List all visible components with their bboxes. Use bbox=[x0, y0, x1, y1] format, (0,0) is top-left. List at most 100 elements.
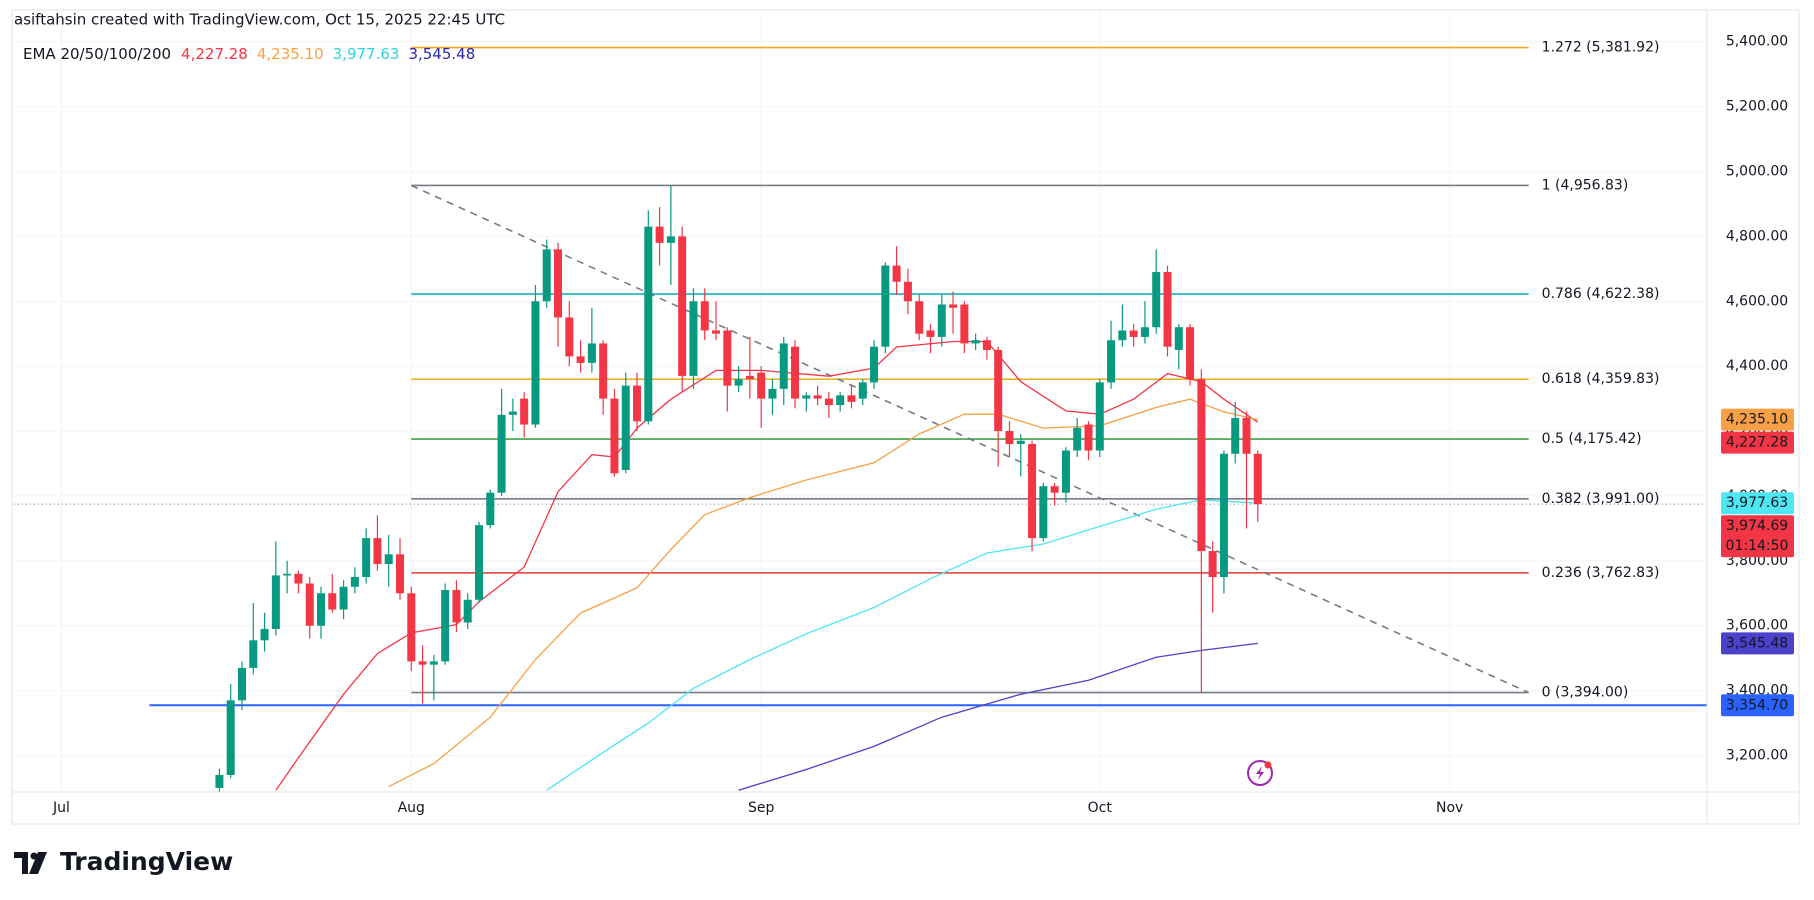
candle-body bbox=[508, 411, 517, 415]
ema-line bbox=[275, 340, 1259, 791]
fib-label: 1.272 (5,381.92) bbox=[1542, 40, 1660, 56]
legend-value: 3,545.48 bbox=[408, 45, 475, 63]
price-tag bbox=[1721, 431, 1794, 454]
candle-body bbox=[633, 385, 642, 422]
legend-title: EMA 20/50/100/200 bbox=[23, 45, 171, 63]
candle-body bbox=[373, 538, 382, 565]
legend-value: 4,235.10 bbox=[257, 45, 324, 63]
candle-body bbox=[723, 330, 732, 386]
x-tick-label: Nov bbox=[1436, 800, 1463, 816]
candle-body bbox=[982, 340, 991, 350]
candle-body bbox=[994, 349, 1003, 432]
candle-body bbox=[260, 628, 269, 641]
y-tick-label: 5,000.00 bbox=[1726, 163, 1788, 179]
candle-body bbox=[926, 330, 935, 337]
chart-frame bbox=[11, 9, 1800, 825]
candle-body bbox=[734, 379, 743, 386]
candle-body bbox=[757, 372, 766, 399]
price-tag bbox=[1721, 408, 1794, 431]
candle-body bbox=[779, 343, 788, 389]
candle-body bbox=[1208, 551, 1217, 578]
price-tag-label: 4,235.10 bbox=[1726, 412, 1788, 428]
candle-body bbox=[520, 398, 529, 425]
y-tick-label: 5,200.00 bbox=[1726, 99, 1788, 115]
candle-body bbox=[599, 343, 608, 399]
candle-body bbox=[745, 375, 754, 380]
candle-body bbox=[621, 385, 630, 470]
candle-body bbox=[858, 382, 867, 399]
legend: EMA 20/50/100/200 4,227.28 4,235.10 3,977.6… bbox=[23, 45, 475, 63]
candle-body bbox=[215, 774, 224, 788]
x-tick-label: Oct bbox=[1088, 800, 1113, 816]
candle-body bbox=[949, 304, 958, 308]
y-tick-label: 4,600.00 bbox=[1726, 293, 1788, 309]
candle-body bbox=[452, 590, 461, 623]
candle-body bbox=[768, 388, 777, 399]
candle-body bbox=[1253, 453, 1262, 505]
candle-body bbox=[712, 330, 721, 334]
fib-label: 0.618 (4,359.83) bbox=[1542, 371, 1660, 387]
ema-line bbox=[738, 642, 1258, 791]
candle-body bbox=[1152, 272, 1161, 328]
candle-body bbox=[971, 340, 980, 344]
candle-body bbox=[1129, 330, 1138, 337]
candle-body bbox=[305, 583, 314, 626]
price-tag bbox=[1721, 632, 1794, 655]
candle-body bbox=[486, 492, 495, 526]
candle-body bbox=[350, 577, 359, 587]
price-tag-label: 3,354.70 bbox=[1726, 697, 1788, 713]
candle-body bbox=[881, 265, 890, 347]
y-tick-label: 4,800.00 bbox=[1726, 228, 1788, 244]
candle-body bbox=[418, 661, 427, 665]
y-tick-label: 3,600.00 bbox=[1726, 618, 1788, 634]
alert-icon[interactable] bbox=[1247, 760, 1273, 786]
fib-label: 0 (3,394.00) bbox=[1542, 685, 1629, 701]
candle-body bbox=[475, 525, 484, 600]
x-tick-label: Sep bbox=[748, 800, 775, 816]
candle-body bbox=[892, 265, 901, 282]
candle-body bbox=[937, 304, 946, 337]
candle-body bbox=[915, 301, 924, 334]
candle-body bbox=[847, 395, 856, 402]
candle-body bbox=[700, 301, 709, 331]
candle-body bbox=[429, 661, 438, 665]
price-tag bbox=[1721, 515, 1794, 558]
candle-body bbox=[531, 301, 540, 425]
candle-body bbox=[294, 573, 303, 584]
candle-body bbox=[542, 249, 551, 302]
candle-body bbox=[689, 301, 698, 376]
price-tag bbox=[1721, 694, 1794, 717]
candle-body bbox=[1219, 453, 1228, 578]
candle-body bbox=[565, 317, 574, 357]
price-tag-label: 3,977.63 bbox=[1726, 495, 1788, 511]
trend-line bbox=[410, 184, 1530, 694]
candle-body bbox=[497, 414, 506, 493]
price-tag-label: 4,227.28 bbox=[1726, 435, 1788, 451]
candle-body bbox=[226, 700, 235, 775]
candle-body bbox=[1186, 327, 1195, 380]
fib-label: 0.236 (3,762.83) bbox=[1542, 565, 1660, 581]
candle-body bbox=[441, 590, 450, 662]
price-tag-label: 3,974.69 bbox=[1726, 518, 1788, 534]
candle-body bbox=[339, 586, 348, 610]
price-tag-label: 3,545.48 bbox=[1726, 635, 1788, 651]
price-tag-label: 01:14:50 bbox=[1726, 538, 1789, 554]
price-tag bbox=[1721, 492, 1794, 515]
y-tick-label: 4,400.00 bbox=[1726, 358, 1788, 374]
candle-body bbox=[576, 356, 585, 363]
candle-body bbox=[1140, 327, 1149, 337]
candle-body bbox=[396, 554, 405, 594]
header: asiftahsin created with TradingView.com,… bbox=[14, 11, 505, 29]
candle-body bbox=[1084, 424, 1093, 451]
candle-body bbox=[1050, 486, 1059, 493]
candle-body bbox=[587, 343, 596, 363]
fib-label: 0.5 (4,175.42) bbox=[1542, 431, 1642, 447]
candle-body bbox=[655, 226, 664, 243]
legend-value: 3,977.63 bbox=[333, 45, 400, 63]
plot: 1.272 (5,381.92) 1 (4,956.83) 0.786 (4,622… bbox=[14, 12, 1707, 792]
x-tick-label: Jul bbox=[52, 800, 70, 816]
candle-body bbox=[237, 667, 246, 701]
candle-body bbox=[1107, 340, 1116, 383]
